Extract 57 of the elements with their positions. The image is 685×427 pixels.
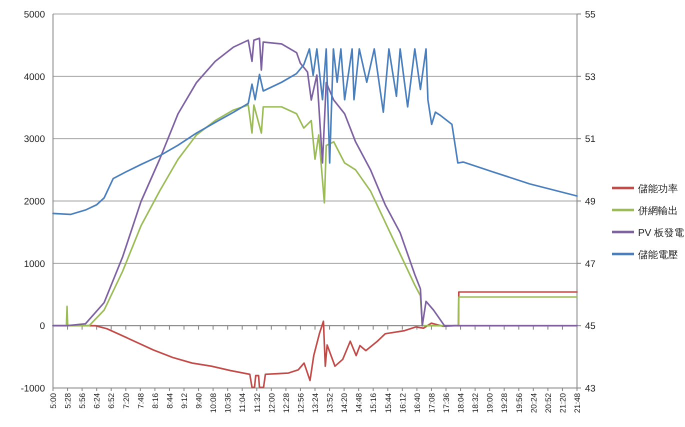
y2-tick-label: 55 — [585, 10, 596, 20]
x-tick-label: 16:40 — [412, 392, 422, 414]
x-tick-label: 19:28 — [500, 392, 510, 414]
x-tick-label: 21:48 — [573, 392, 582, 414]
y-tick-label: 0 — [40, 321, 45, 332]
x-tick-label: 11:32 — [252, 392, 262, 412]
x-tick-label: 10:08 — [209, 392, 218, 414]
legend-label: 併網輸出 — [638, 205, 678, 217]
x-tick-label: 17:36 — [442, 392, 451, 414]
x-tick-label: 15:44 — [384, 392, 393, 414]
x-tick-label: 17:08 — [427, 392, 436, 414]
x-tick-label: 18:32 — [471, 392, 480, 414]
y2-tick-label: 53 — [585, 72, 596, 83]
x-tick-label: 13:52 — [326, 392, 335, 414]
y-tick-label: 2000 — [24, 196, 45, 208]
x-tick-label: 16:12 — [398, 392, 408, 414]
x-tick-label: 11:04 — [238, 392, 248, 412]
x-tick-label: 12:28 — [282, 392, 291, 414]
y-tick-label: 3000 — [24, 134, 45, 146]
line-series — [52, 38, 578, 326]
x-tick-label: 10:36 — [224, 392, 233, 414]
x-tick-label: 7:20 — [122, 392, 131, 409]
x-tick-label: 12:56 — [296, 392, 306, 414]
y-tick-label: 5000 — [24, 10, 45, 20]
x-tick-label: 20:52 — [544, 392, 553, 414]
x-tick-label: 9:12 — [180, 392, 189, 409]
x-tick-label: 7:48 — [136, 392, 146, 409]
x-tick-label: 21:20 — [558, 392, 568, 414]
line-series — [52, 48, 578, 216]
x-tick-label: 15:16 — [369, 392, 378, 414]
y-tick-label: 1000 — [24, 258, 45, 270]
y2-tick-label: 45 — [585, 321, 596, 332]
x-tick-label: 19:00 — [486, 392, 495, 414]
legend-label: 儲能功率 — [638, 183, 678, 195]
legend-label: 儲能電壓 — [638, 249, 678, 261]
x-tick-label: 9:40 — [194, 392, 204, 409]
x-tick-label: 19:56 — [514, 392, 524, 414]
x-tick-label: 14:48 — [354, 392, 364, 414]
x-tick-label: 5:56 — [78, 392, 88, 409]
x-tick-label: 14:20 — [340, 392, 350, 414]
x-tick-label: 12:00 — [267, 392, 276, 414]
y-tick-label: -1000 — [20, 384, 45, 394]
x-tick-label: 13:24 — [311, 392, 320, 414]
y2-tick-label: 47 — [585, 258, 596, 270]
legend-label: PV 板發電 — [638, 227, 684, 239]
x-tick-label: 20:24 — [529, 392, 538, 414]
x-tick-label: 8:44 — [165, 392, 174, 409]
y2-tick-label: 43 — [585, 384, 596, 394]
x-tick-label: 6:52 — [107, 392, 116, 409]
x-tick-label: 5:28 — [64, 392, 73, 409]
y2-tick-label: 51 — [585, 134, 596, 146]
x-tick-label: 6:24 — [92, 392, 102, 409]
y2-tick-label: 49 — [585, 196, 596, 208]
x-tick-label: 5:00 — [49, 392, 58, 409]
y-tick-label: 4000 — [24, 72, 45, 83]
x-tick-label: 8:16 — [150, 392, 160, 409]
x-tick-label: 18:04 — [456, 392, 466, 414]
